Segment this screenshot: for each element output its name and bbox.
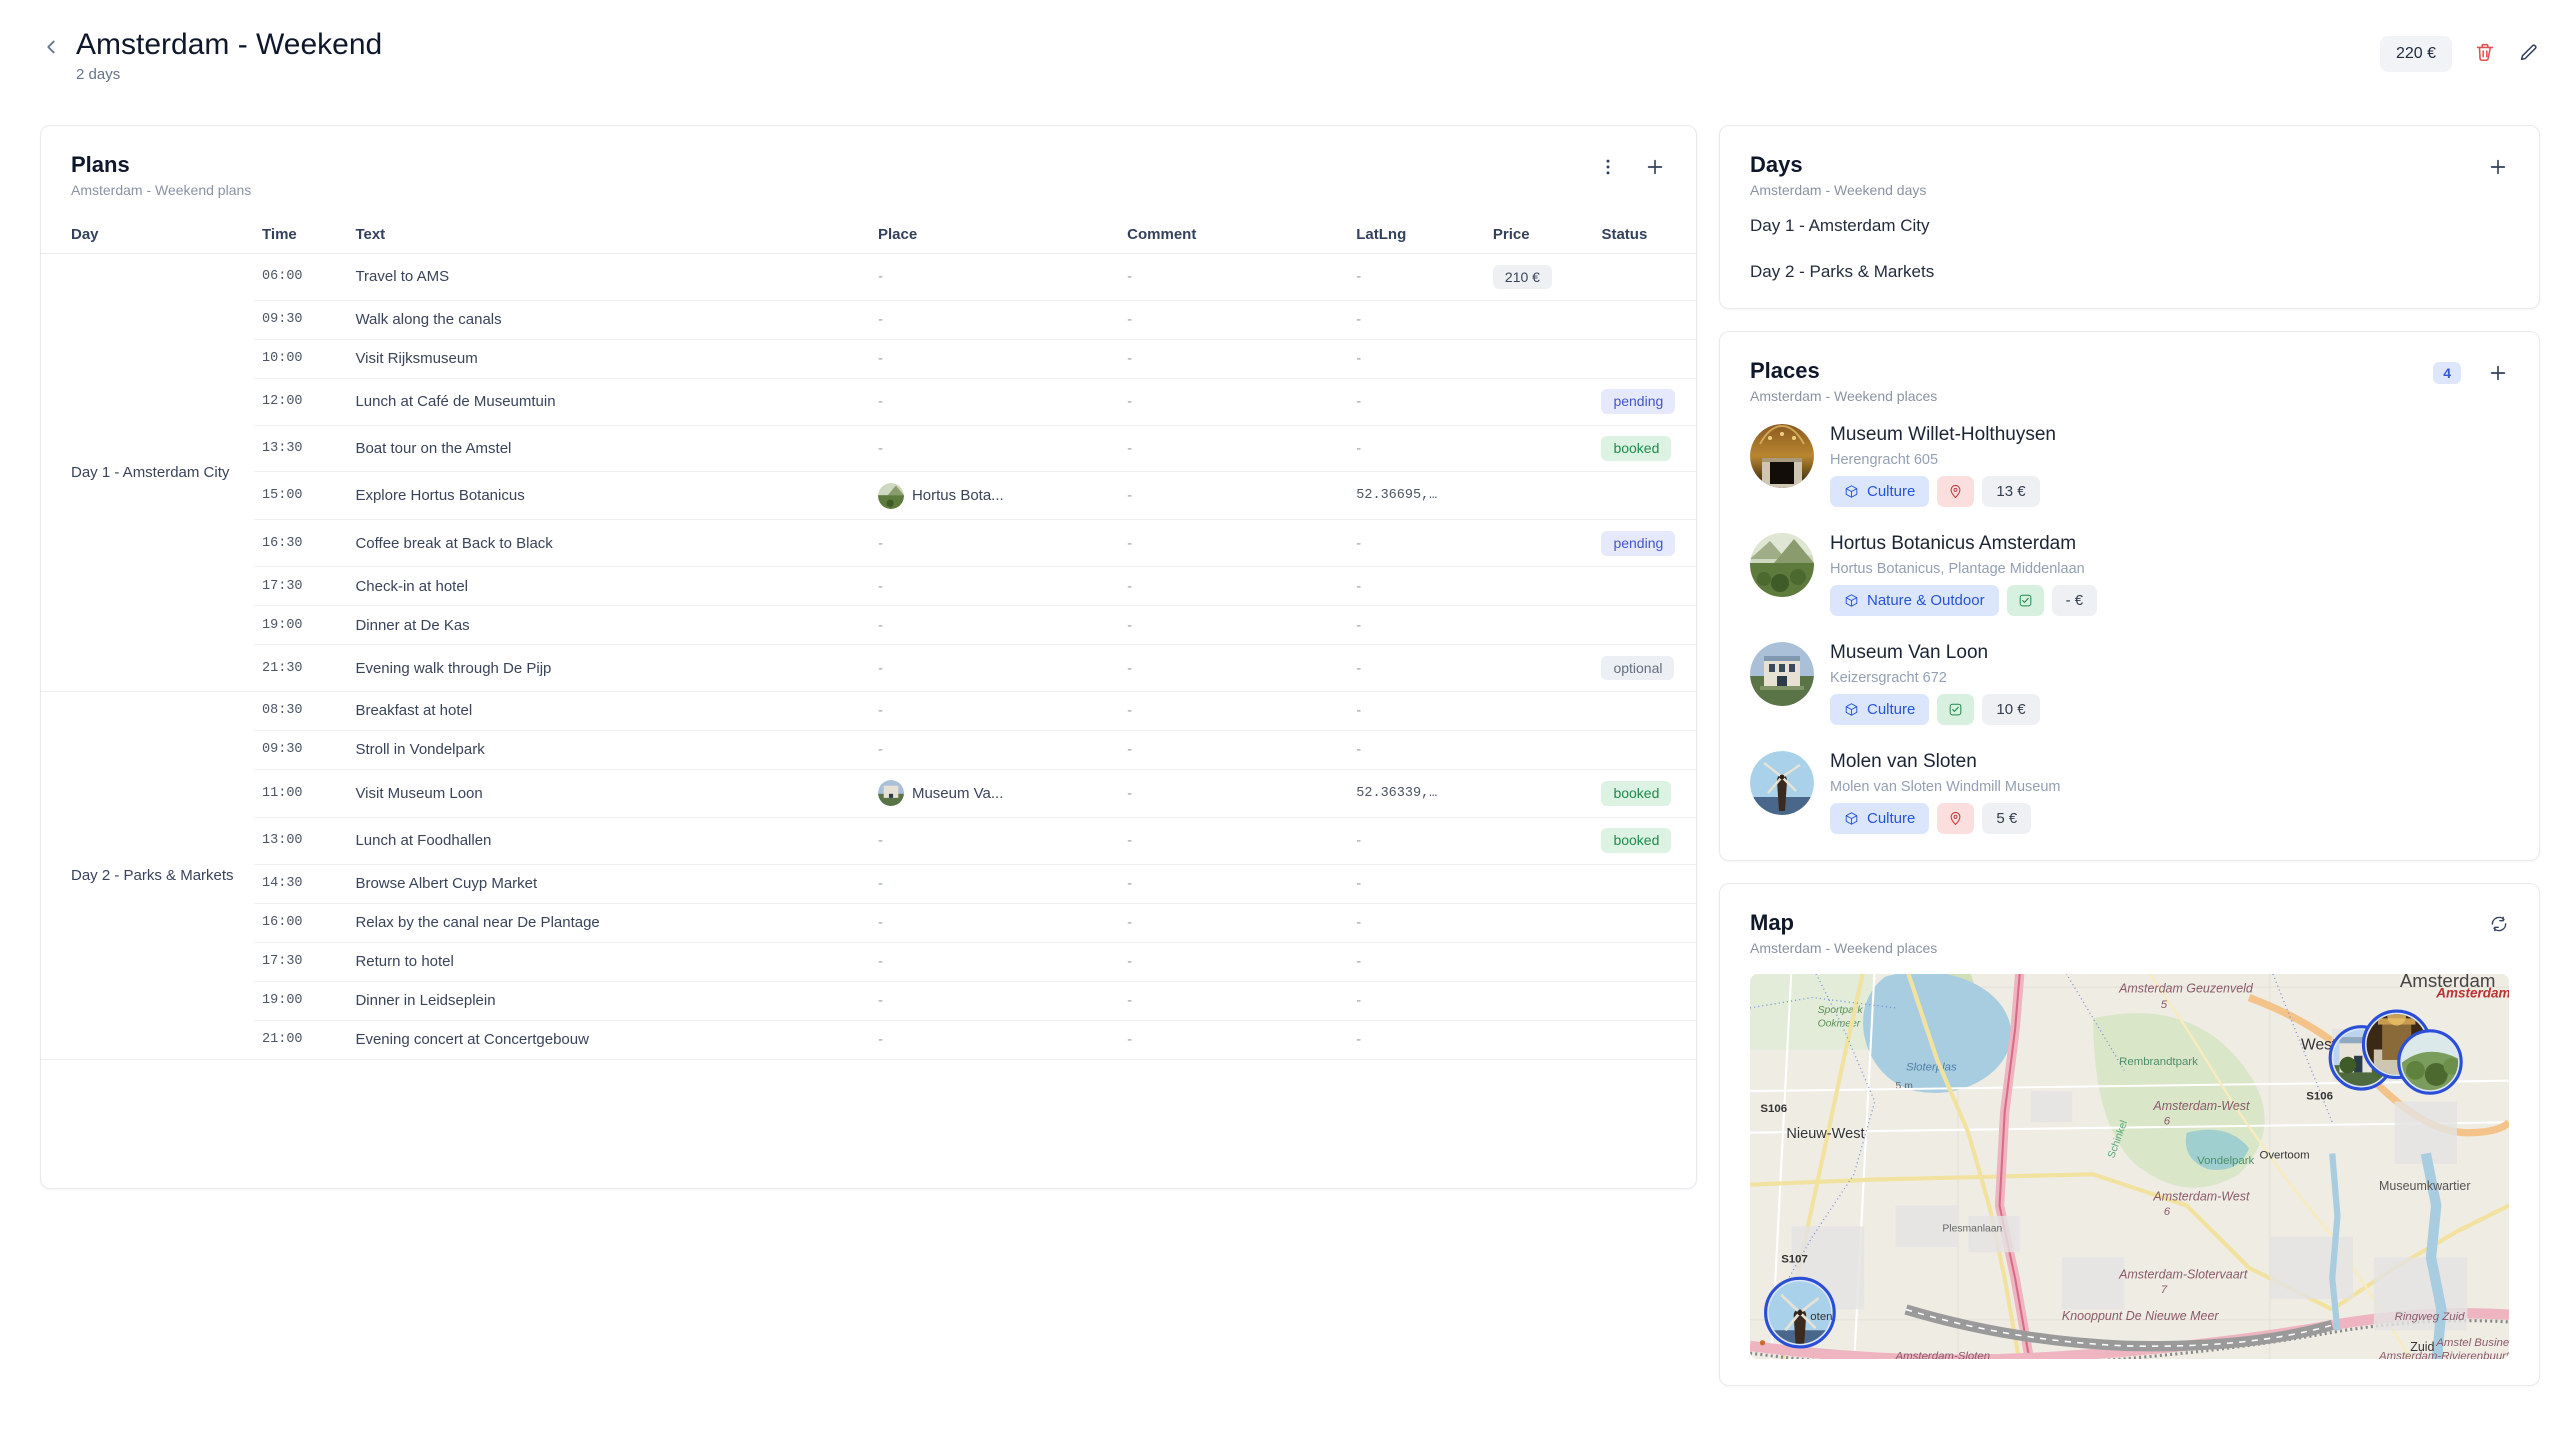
svg-text:oten: oten: [1810, 1311, 1832, 1323]
svg-text:7: 7: [2161, 1284, 2168, 1296]
svg-text:5 m: 5 m: [1896, 1081, 1913, 1092]
svg-text:Amsterdam Geuzenveld: Amsterdam Geuzenveld: [2118, 981, 2254, 995]
svg-text:Nieuw-West: Nieuw-West: [1786, 1126, 1864, 1142]
svg-text:Amsterdam: Amsterdam: [2400, 974, 2496, 991]
svg-text:6: 6: [2164, 1115, 2171, 1127]
svg-text:Museumkwartier: Museumkwartier: [2379, 1179, 2470, 1193]
svg-text:Amstel Business Park: Amstel Business Park: [2435, 1337, 2509, 1349]
svg-text:6: 6: [2164, 1206, 2171, 1218]
svg-text:Amsterdam-Sloten: Amsterdam-Sloten: [1895, 1350, 1991, 1359]
svg-text:S106: S106: [1760, 1103, 1787, 1115]
svg-text:Overtoom: Overtoom: [2259, 1150, 2309, 1162]
svg-text:Plesmanlaan: Plesmanlaan: [1942, 1223, 2002, 1234]
svg-text:Vondelpark: Vondelpark: [2197, 1155, 2254, 1167]
svg-text:Zuid: Zuid: [2410, 1340, 2434, 1354]
svg-text:Amsterdam-West: Amsterdam-West: [2152, 1189, 2250, 1203]
svg-text:Rembrandtpark: Rembrandtpark: [2119, 1056, 2198, 1068]
svg-text:Amsterdam-Rivierenbuurt: Amsterdam-Rivierenbuurt: [2378, 1350, 2509, 1359]
svg-text:5: 5: [2161, 999, 2168, 1011]
svg-text:Knooppunt De Nieuwe Meer: Knooppunt De Nieuwe Meer: [2062, 1309, 2219, 1323]
svg-text:S107: S107: [1781, 1254, 1808, 1266]
svg-text:S106: S106: [2306, 1090, 2333, 1102]
svg-text:Amsterdam-West: Amsterdam-West: [2152, 1099, 2250, 1113]
svg-text:Amsterdam-Slotervaart: Amsterdam-Slotervaart: [2118, 1267, 2248, 1281]
svg-text:Sloterplas: Sloterplas: [1906, 1061, 1957, 1073]
svg-text:Ringweg Zuid: Ringweg Zuid: [2395, 1311, 2465, 1323]
